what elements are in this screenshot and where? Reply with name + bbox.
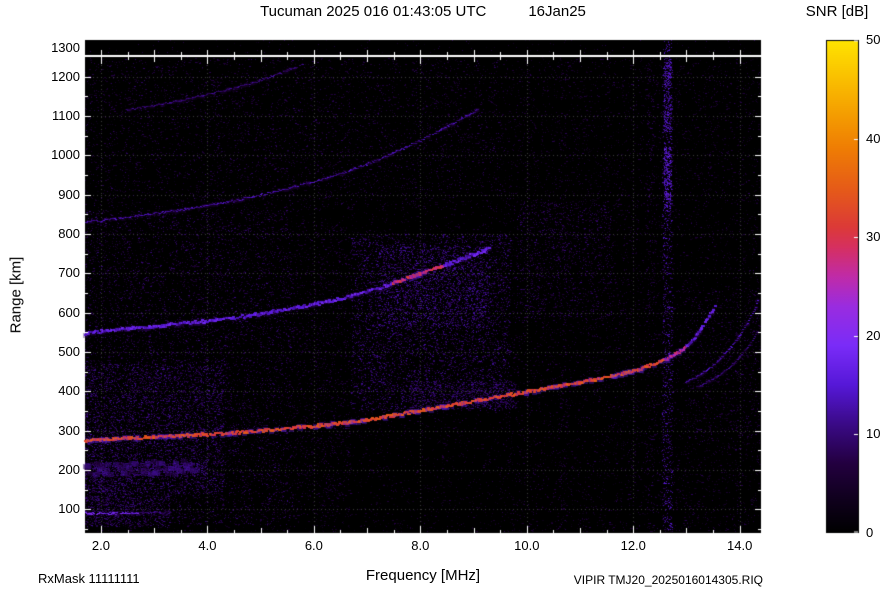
colorbar-tick-label: 20 — [866, 327, 881, 343]
x-tick-label: 2.0 — [91, 538, 110, 553]
y-tick-label: 400 — [58, 383, 80, 399]
chart-header: Tucuman 2025 016 01:43:05 UTC 16Jan25 — [85, 3, 761, 20]
y-tick-label: 100 — [58, 501, 80, 517]
y-tick-label: 1100 — [52, 108, 80, 123]
colorbar-tick-label: 40 — [866, 130, 881, 146]
x-tick-label: 4.0 — [198, 538, 217, 553]
colorbar-title: SNR [dB] — [805, 3, 869, 20]
y-tick-label: 600 — [58, 304, 80, 320]
y-tick-label: 800 — [58, 226, 80, 242]
y-tick-label: 1000 — [51, 147, 80, 163]
y-tick-label: 200 — [58, 462, 80, 478]
colorbar-tick-label: 10 — [866, 426, 881, 442]
y-tick-label: 700 — [58, 265, 80, 281]
colorbar-tick-label: 0 — [866, 525, 874, 540]
y-tick-label: 1300 — [51, 39, 80, 55]
y-tick-label: 900 — [58, 186, 80, 202]
x-tick-label: 10.0 — [514, 538, 540, 553]
x-tick-label: 12.0 — [620, 538, 646, 553]
y-tick-label: 1200 — [51, 68, 80, 84]
chart-title: Tucuman 2025 016 01:43:05 UTC — [260, 3, 487, 20]
y-tick-label: 500 — [58, 344, 80, 360]
rx-mask-label: RxMask 11111111 — [38, 571, 140, 586]
data-file-label: VIPIR TMJ20_2025016014305.RIQ — [573, 573, 763, 587]
x-axis-title: Frequency [MHz] — [365, 567, 481, 584]
chart-date: 16Jan25 — [528, 3, 586, 20]
colorbar-tick-label: 30 — [866, 229, 881, 245]
x-tick-label: 8.0 — [411, 538, 430, 553]
x-tick-label: 14.0 — [727, 538, 753, 553]
colorbar-tick-label: 50 — [866, 32, 881, 47]
x-tick-label: 6.0 — [304, 538, 323, 553]
y-axis-title: Range [km] — [7, 256, 25, 334]
y-tick-label: 300 — [58, 422, 80, 438]
